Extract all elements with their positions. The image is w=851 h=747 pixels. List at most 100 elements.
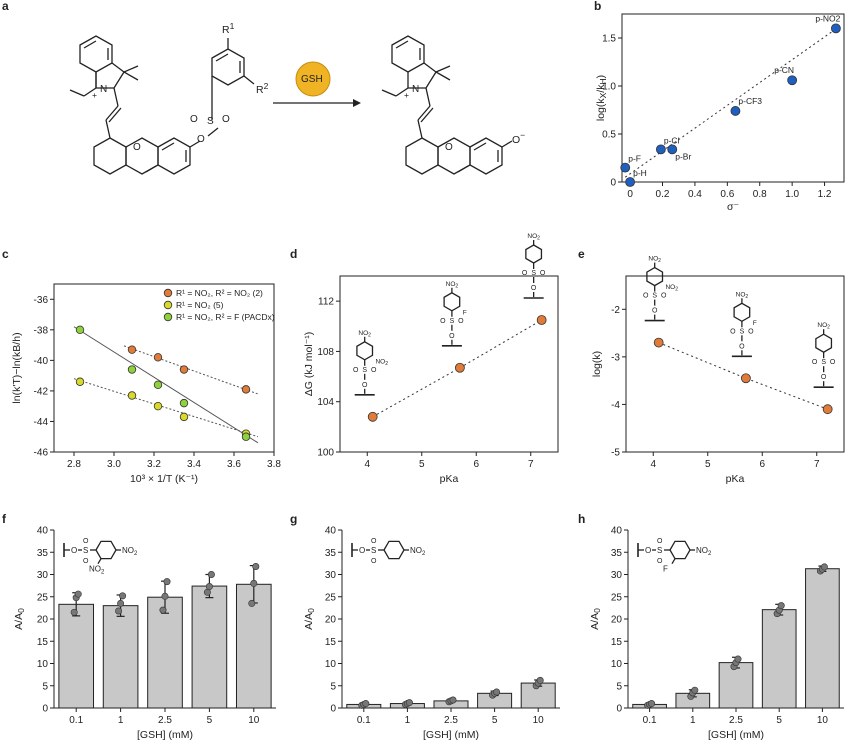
c-xtick-label: 3.4 — [187, 459, 201, 470]
c-fit-line — [73, 378, 259, 438]
f-replicate-point — [248, 599, 256, 607]
e-struct-ester-o: O — [739, 343, 745, 350]
f-replicate-point — [250, 579, 258, 587]
b-xtick-label: 1.2 — [818, 189, 832, 200]
g-inset-o: O — [359, 546, 365, 555]
b-xtick-label: 0.2 — [656, 189, 670, 200]
ester-o: O — [197, 134, 205, 145]
h-ytick-label: 35 — [611, 548, 623, 559]
h-xlabel: [GSH] (mM) — [708, 729, 764, 741]
panel-label-e: e — [578, 247, 585, 261]
d-struct-aryl-ring — [525, 244, 543, 264]
h-xtick-label: 5 — [776, 715, 782, 726]
e-frame — [625, 275, 845, 453]
c-xtick-label: 3.0 — [107, 459, 121, 470]
c-point — [241, 432, 251, 441]
gsh-reagent-icon — [295, 61, 331, 97]
d-struct-o-right: O — [540, 270, 546, 277]
b-point — [625, 177, 636, 187]
f-xtick-label: 0.1 — [69, 715, 83, 726]
d-struct-ester-o: O — [531, 285, 537, 292]
d-struct-ester-o: O — [362, 382, 368, 389]
h-inset-o-top: O — [657, 538, 663, 545]
h-ytick-label: 40 — [611, 526, 623, 537]
h-replicate-point — [691, 686, 699, 694]
e-point — [822, 404, 833, 415]
g-xtick-label: 1 — [405, 715, 411, 726]
e-struct-nitro-label: NO2 — [736, 291, 749, 300]
c-point — [241, 385, 251, 394]
e-struct-ester-o: O — [652, 308, 658, 315]
e-struct-s-label: S — [652, 293, 657, 300]
c-point — [127, 345, 137, 354]
bar-chart-fluoro-nitro: 0 5 10 15 20 25 30 35 40 0.1 1 2.5 5 10 A/A0 [GSH] (mM)… — [589, 526, 844, 741]
product-n: N — [412, 84, 419, 95]
f-inset-ortho-bond — [97, 558, 102, 564]
e-struct-o-left: O — [730, 328, 736, 335]
g-replicate-point — [493, 688, 501, 696]
product-n-plus: + — [404, 90, 409, 100]
c-legend-label: R¹ = NO₂, R² = F (PACDx) — [176, 312, 275, 322]
h-inset-ortho: F — [663, 565, 668, 574]
c-fit-line — [73, 326, 259, 444]
b-point — [730, 106, 741, 116]
b-point — [667, 144, 678, 155]
sulfonyl-o-right: O — [222, 114, 230, 125]
f-inset-o-bottom: O — [83, 558, 89, 565]
g-xtick-label: 0.1 — [357, 715, 371, 726]
hammett-plot: 0 0.2 0.4 0.6 0.8 1.0 1.2 0 0.5 1.0 1.5 p-H p-F p-Cl p… — [595, 13, 845, 213]
d-point — [367, 411, 378, 422]
c-point — [75, 377, 85, 386]
panel-label-h: h — [578, 512, 585, 526]
e-ytick-label: -3 — [611, 352, 620, 363]
d-struct-s-label: S — [531, 270, 536, 277]
f-ytick-label: 40 — [37, 526, 49, 537]
f-ytick-label: 35 — [37, 548, 49, 559]
g-xtick-label: 2.5 — [444, 715, 458, 726]
f-xtick-label: 2.5 — [158, 715, 172, 726]
f-replicate-point — [207, 570, 215, 578]
f-replicate-point — [159, 606, 167, 614]
b-xtick-label: 1.0 — [785, 189, 799, 200]
f-replicate-point — [161, 592, 169, 600]
b-point — [655, 144, 666, 155]
d-struct-o-left: O — [440, 318, 446, 325]
c-xtick-label: 3.8 — [267, 459, 281, 470]
d-struct-o-left: O — [353, 367, 359, 374]
h-ytick-label: 10 — [611, 659, 623, 670]
h-inset-o: O — [645, 546, 651, 555]
g-ytick-label: 30 — [325, 570, 337, 581]
g-ytick-label: 40 — [325, 526, 337, 537]
c-ylabel: ln(k'T)−ln(kB/h) — [11, 332, 23, 403]
c-point — [153, 401, 163, 411]
d-xtick-label: 7 — [528, 459, 534, 470]
c-point — [75, 325, 85, 335]
d-xtick-label: 5 — [419, 459, 425, 470]
h-ytick-label: 0 — [616, 704, 622, 715]
b-point — [830, 23, 841, 34]
r1-label: R1 — [222, 21, 235, 36]
f-inset-nitro: NO2 — [122, 546, 138, 557]
d-xtick-label: 6 — [473, 459, 479, 470]
f-ytick-label: 0 — [42, 704, 48, 715]
d-ytick-label: 100 — [317, 448, 334, 459]
c-xtick-label: 3.2 — [147, 459, 161, 470]
d-struct-s-label: S — [362, 367, 367, 374]
b-xtick-label: 0 — [627, 189, 633, 200]
d-struct-s-label: S — [450, 318, 455, 325]
d-struct-o-left: O — [522, 270, 528, 277]
d-ylabel: ΔG (kJ mol⁻¹) — [303, 332, 315, 396]
h-xtick-label: 10 — [817, 715, 829, 726]
g-xlabel: [GSH] (mM) — [423, 729, 479, 741]
f-ytick-label: 20 — [37, 615, 49, 626]
c-ytick-label: -44 — [34, 417, 49, 428]
c-ytick-label: -42 — [34, 386, 49, 397]
r2-label: R2 — [256, 81, 269, 96]
c-ytick-label: -46 — [34, 448, 49, 459]
c-ytick-label: -38 — [34, 325, 49, 336]
reactant-pyran-o: O — [133, 142, 141, 153]
b-xtick-label: 0.8 — [753, 189, 767, 200]
d-struct-o-right: O — [458, 318, 464, 325]
